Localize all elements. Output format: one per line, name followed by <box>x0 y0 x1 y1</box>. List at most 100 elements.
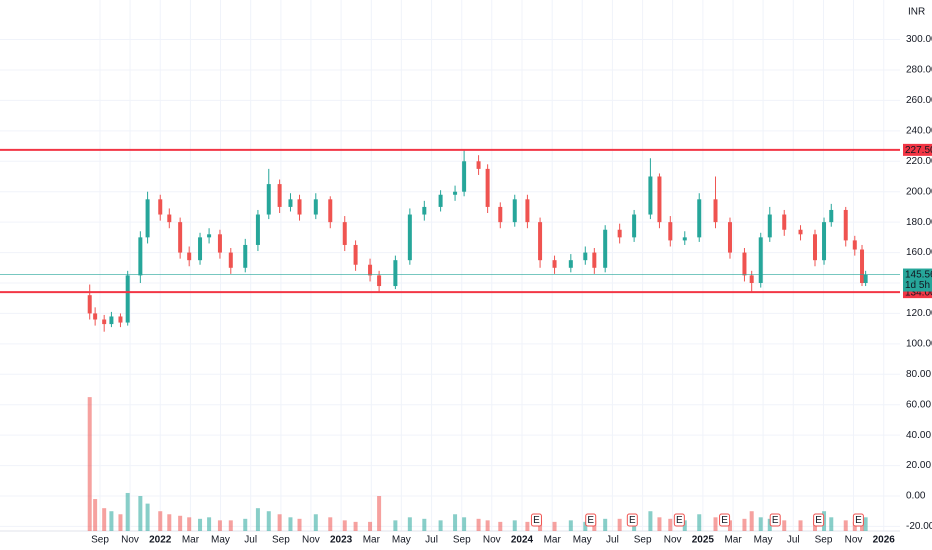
candle-body <box>843 209 848 241</box>
candle-body <box>863 274 868 283</box>
countdown-label: 1d 5h <box>905 280 930 291</box>
candle-body <box>328 199 333 223</box>
x-tick-label: Nov <box>845 535 863 546</box>
volume-bar <box>742 518 747 531</box>
volume-bar <box>93 499 98 531</box>
volume-bar <box>498 521 503 531</box>
candle-body <box>198 237 203 261</box>
earnings-label: E <box>855 515 862 526</box>
candle-body <box>812 234 817 261</box>
x-tick-label: Jul <box>425 535 438 546</box>
volume-bar <box>243 518 248 531</box>
y-tick-label: 300.00 <box>906 34 932 45</box>
candle-body <box>697 199 702 238</box>
candle-body <box>393 260 398 287</box>
candle-body <box>682 237 687 241</box>
candle-body <box>713 199 718 223</box>
candle-body <box>109 316 114 325</box>
volume-bar <box>377 496 382 531</box>
x-tick-label: May <box>573 535 592 546</box>
candle-body <box>822 222 827 261</box>
y-tick-label: 220.00 <box>906 156 932 167</box>
earnings-label: E <box>772 515 779 526</box>
earnings-marker <box>813 513 825 527</box>
candle-body <box>727 222 732 253</box>
volume-bar <box>145 503 150 531</box>
volume-bar <box>485 520 490 531</box>
earnings-label: E <box>676 515 683 526</box>
earnings-label: E <box>815 515 822 526</box>
volume-bar <box>749 511 754 531</box>
earnings-marker <box>626 513 638 527</box>
last-price-label: 145.56 <box>905 270 932 281</box>
candle-body <box>782 214 787 230</box>
volume-bar <box>829 517 834 531</box>
volume-bar <box>313 514 318 531</box>
candle-body <box>438 194 443 207</box>
candle-body <box>860 249 865 283</box>
volume-bar <box>525 521 530 531</box>
earnings-marker <box>530 513 542 527</box>
candle-body <box>228 252 233 268</box>
candle-body <box>368 264 373 276</box>
volume-bar <box>102 508 107 531</box>
currency-label: INR <box>908 7 925 18</box>
y-tick-label: 240.00 <box>906 125 932 136</box>
x-tick-label: Sep <box>453 535 471 546</box>
candle-body <box>657 176 662 223</box>
candle-body <box>255 214 260 245</box>
candle-body <box>568 260 573 268</box>
volume-bar <box>125 492 130 531</box>
y-tick-label: 200.00 <box>906 186 932 197</box>
x-tick-label: Jul <box>787 535 800 546</box>
candle-body <box>178 222 183 253</box>
x-tick-label: Sep <box>815 535 833 546</box>
y-tick-label: 100.00 <box>906 338 932 349</box>
candle-body <box>829 209 834 223</box>
x-tick-label: Jul <box>244 535 257 546</box>
volume-bar <box>118 514 123 531</box>
volume-bar <box>863 517 868 531</box>
x-tick-label: 2026 <box>873 535 896 546</box>
x-tick-label: Nov <box>664 535 682 546</box>
earnings-label: E <box>629 515 636 526</box>
candle-body <box>353 244 358 265</box>
candle-body <box>648 176 653 215</box>
y-tick-label: 40.00 <box>906 430 931 441</box>
last-price-tag <box>903 268 932 292</box>
volume-bar <box>342 520 347 531</box>
candle-body <box>266 184 271 215</box>
x-tick-label: May <box>754 535 773 546</box>
candle-body <box>145 199 150 238</box>
candle-body <box>93 313 98 320</box>
volume-bar <box>266 511 271 531</box>
candle-body <box>603 229 608 268</box>
candle-body <box>485 168 490 207</box>
candle-body <box>217 234 222 253</box>
x-tick-label: Sep <box>91 535 109 546</box>
candle-body <box>167 214 172 223</box>
volume-bar <box>158 511 163 531</box>
y-tick-label: 20.00 <box>906 460 931 471</box>
candle-body <box>668 222 673 241</box>
y-tick-label: 280.00 <box>906 65 932 76</box>
volume-bar <box>407 517 412 531</box>
candle-body <box>583 252 588 261</box>
candle-body <box>313 199 318 215</box>
volume-bar <box>368 521 373 531</box>
candle-body <box>758 237 763 283</box>
volume-bar <box>277 514 282 531</box>
candle-body <box>538 222 543 261</box>
candle-body <box>87 295 92 314</box>
y-tick-label: -20.00 <box>906 521 932 532</box>
volume-bar <box>288 517 293 531</box>
candle-body <box>749 275 754 283</box>
x-tick-label: 2022 <box>149 535 172 546</box>
volume-bar <box>207 517 212 531</box>
y-tick-label: 60.00 <box>906 399 931 410</box>
x-tick-label: May <box>392 535 411 546</box>
candle-body <box>453 191 458 195</box>
candle-body <box>342 222 347 245</box>
candle-body <box>617 229 622 238</box>
